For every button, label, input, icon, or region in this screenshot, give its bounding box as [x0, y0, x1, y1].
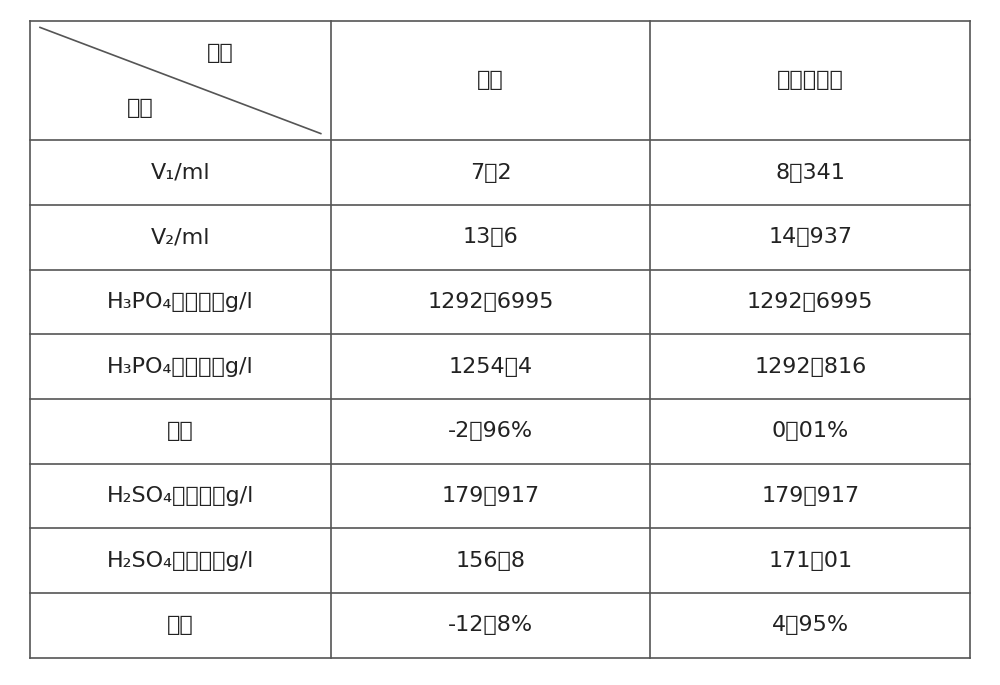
Text: 171．01: 171．01: [768, 551, 852, 571]
Text: 组号: 组号: [127, 98, 154, 118]
Text: H₃PO₄（标准）g/l: H₃PO₄（标准）g/l: [107, 292, 254, 312]
Text: 14．937: 14．937: [768, 227, 852, 247]
Text: 自动滴定仪: 自动滴定仪: [777, 71, 844, 90]
Text: 1254．4: 1254．4: [449, 357, 533, 377]
Text: 13．6: 13．6: [463, 227, 518, 247]
Text: 179．917: 179．917: [761, 486, 859, 506]
Text: 179．917: 179．917: [442, 486, 540, 506]
Text: 数据: 数据: [207, 43, 234, 63]
Text: 酚酞: 酚酞: [477, 71, 504, 90]
Text: 1292．816: 1292．816: [754, 357, 866, 377]
Text: 1292．6995: 1292．6995: [747, 292, 873, 312]
Text: 误差: 误差: [167, 615, 194, 635]
Text: V₁/ml: V₁/ml: [151, 163, 210, 183]
Text: 1292．6995: 1292．6995: [427, 292, 554, 312]
Text: H₃PO₄（检测）g/l: H₃PO₄（检测）g/l: [107, 357, 254, 377]
Text: -2．96%: -2．96%: [448, 421, 533, 441]
Text: H₂SO₄（检测）g/l: H₂SO₄（检测）g/l: [107, 551, 254, 571]
Text: H₂SO₄（标准）g/l: H₂SO₄（标准）g/l: [107, 486, 254, 506]
Text: 误差: 误差: [167, 421, 194, 441]
Text: 0．01%: 0．01%: [772, 421, 849, 441]
Text: 4．95%: 4．95%: [772, 615, 849, 635]
Text: 7．2: 7．2: [470, 163, 511, 183]
Text: 8．341: 8．341: [775, 163, 845, 183]
Text: 156．8: 156．8: [456, 551, 526, 571]
Text: V₂/ml: V₂/ml: [151, 227, 210, 247]
Text: -12．8%: -12．8%: [448, 615, 533, 635]
